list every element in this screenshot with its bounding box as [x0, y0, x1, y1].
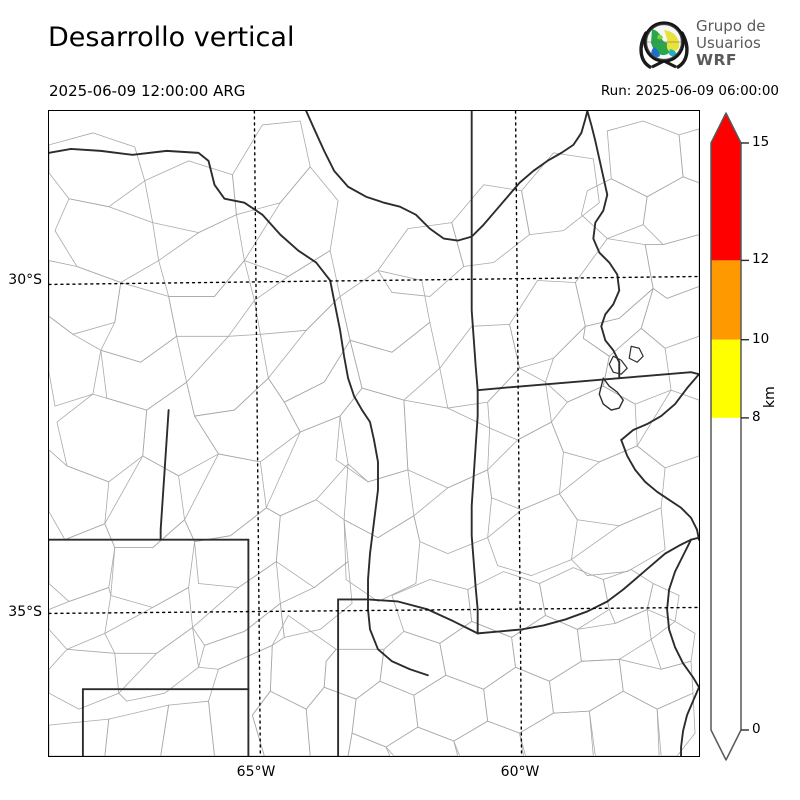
- lat-label-30S: 30°S: [8, 272, 42, 288]
- colorbar-tick-8: 8: [752, 409, 761, 425]
- colorbar-ticks: [741, 142, 749, 731]
- colorbar-tick-15: 15: [752, 134, 770, 150]
- colorbar-tick-0: 0: [752, 721, 761, 737]
- colorbar-unit-label: km: [762, 386, 778, 408]
- colorbar-bands: [711, 113, 741, 760]
- globe-emblem-icon: [636, 17, 692, 73]
- province-boundaries: [49, 111, 699, 756]
- page-title: Desarrollo vertical: [48, 22, 295, 53]
- wrf-user-group-logo: Grupo de Usuarios WRF: [636, 16, 796, 76]
- colorbar-tick-10: 10: [752, 331, 770, 347]
- logo-line-2: Usuarios: [696, 34, 761, 52]
- logo-wordmark: Grupo de Usuarios WRF: [696, 18, 796, 69]
- colorbar-tick-12: 12: [752, 251, 770, 267]
- colorbar[interactable]: 15 12 10 8 0: [704, 108, 796, 768]
- valid-time-label: 2025-06-09 12:00:00 ARG: [49, 82, 246, 100]
- lon-label-65W: 65°W: [236, 764, 276, 780]
- run-time-label: Run: 2025-06-09 06:00:00: [600, 83, 779, 99]
- map-canvas[interactable]: [48, 110, 700, 757]
- logo-line-1: Grupo de: [696, 17, 766, 35]
- department-boundaries: [49, 120, 699, 756]
- map-layers: [49, 111, 699, 756]
- lon-label-60W: 60°W: [500, 764, 540, 780]
- graticule-lines: [49, 111, 699, 756]
- logo-line-3: WRF: [696, 51, 737, 69]
- lat-label-35S: 35°S: [8, 604, 42, 620]
